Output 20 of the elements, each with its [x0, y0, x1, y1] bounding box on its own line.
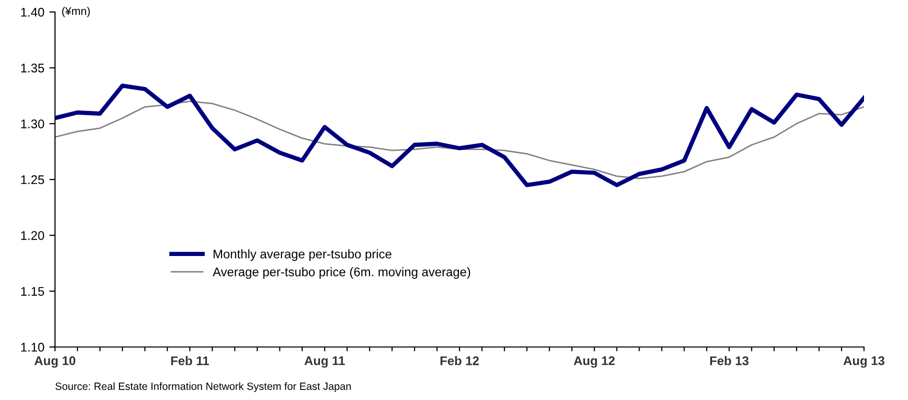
x-tick-label: Feb 11 [171, 356, 209, 366]
x-tick-label: Aug 13 [843, 356, 884, 368]
x-tick-label: Feb 13 [710, 356, 749, 366]
y-tick-label: 1.40 [21, 8, 44, 17]
y-axis-title: (¥mn) [62, 6, 90, 18]
y-tick-label: 1.25 [21, 175, 44, 184]
legend-label: Monthly average per-tsubo price [214, 249, 392, 261]
source-note: Source: Real Estate Information Network System for East Japan [55, 382, 351, 392]
y-tick-label: 1.10 [21, 342, 44, 352]
line-series [55, 100, 864, 180]
legend-label: Average per-tsubo price (6m. moving average) [212, 267, 470, 279]
y-tick-label: 1.35 [21, 64, 44, 72]
line-series [55, 84, 864, 188]
y-tick-label: 1.15 [21, 287, 44, 296]
x-tick-label: Aug 10 [34, 356, 76, 368]
y-tick-label: 1.20 [21, 231, 44, 240]
y-tick-label: 1.30 [21, 119, 44, 128]
x-tick-label: Aug 12 [574, 356, 615, 368]
x-tick-label: Feb 12 [440, 356, 479, 366]
x-tick-label: Aug 11 [304, 356, 345, 368]
